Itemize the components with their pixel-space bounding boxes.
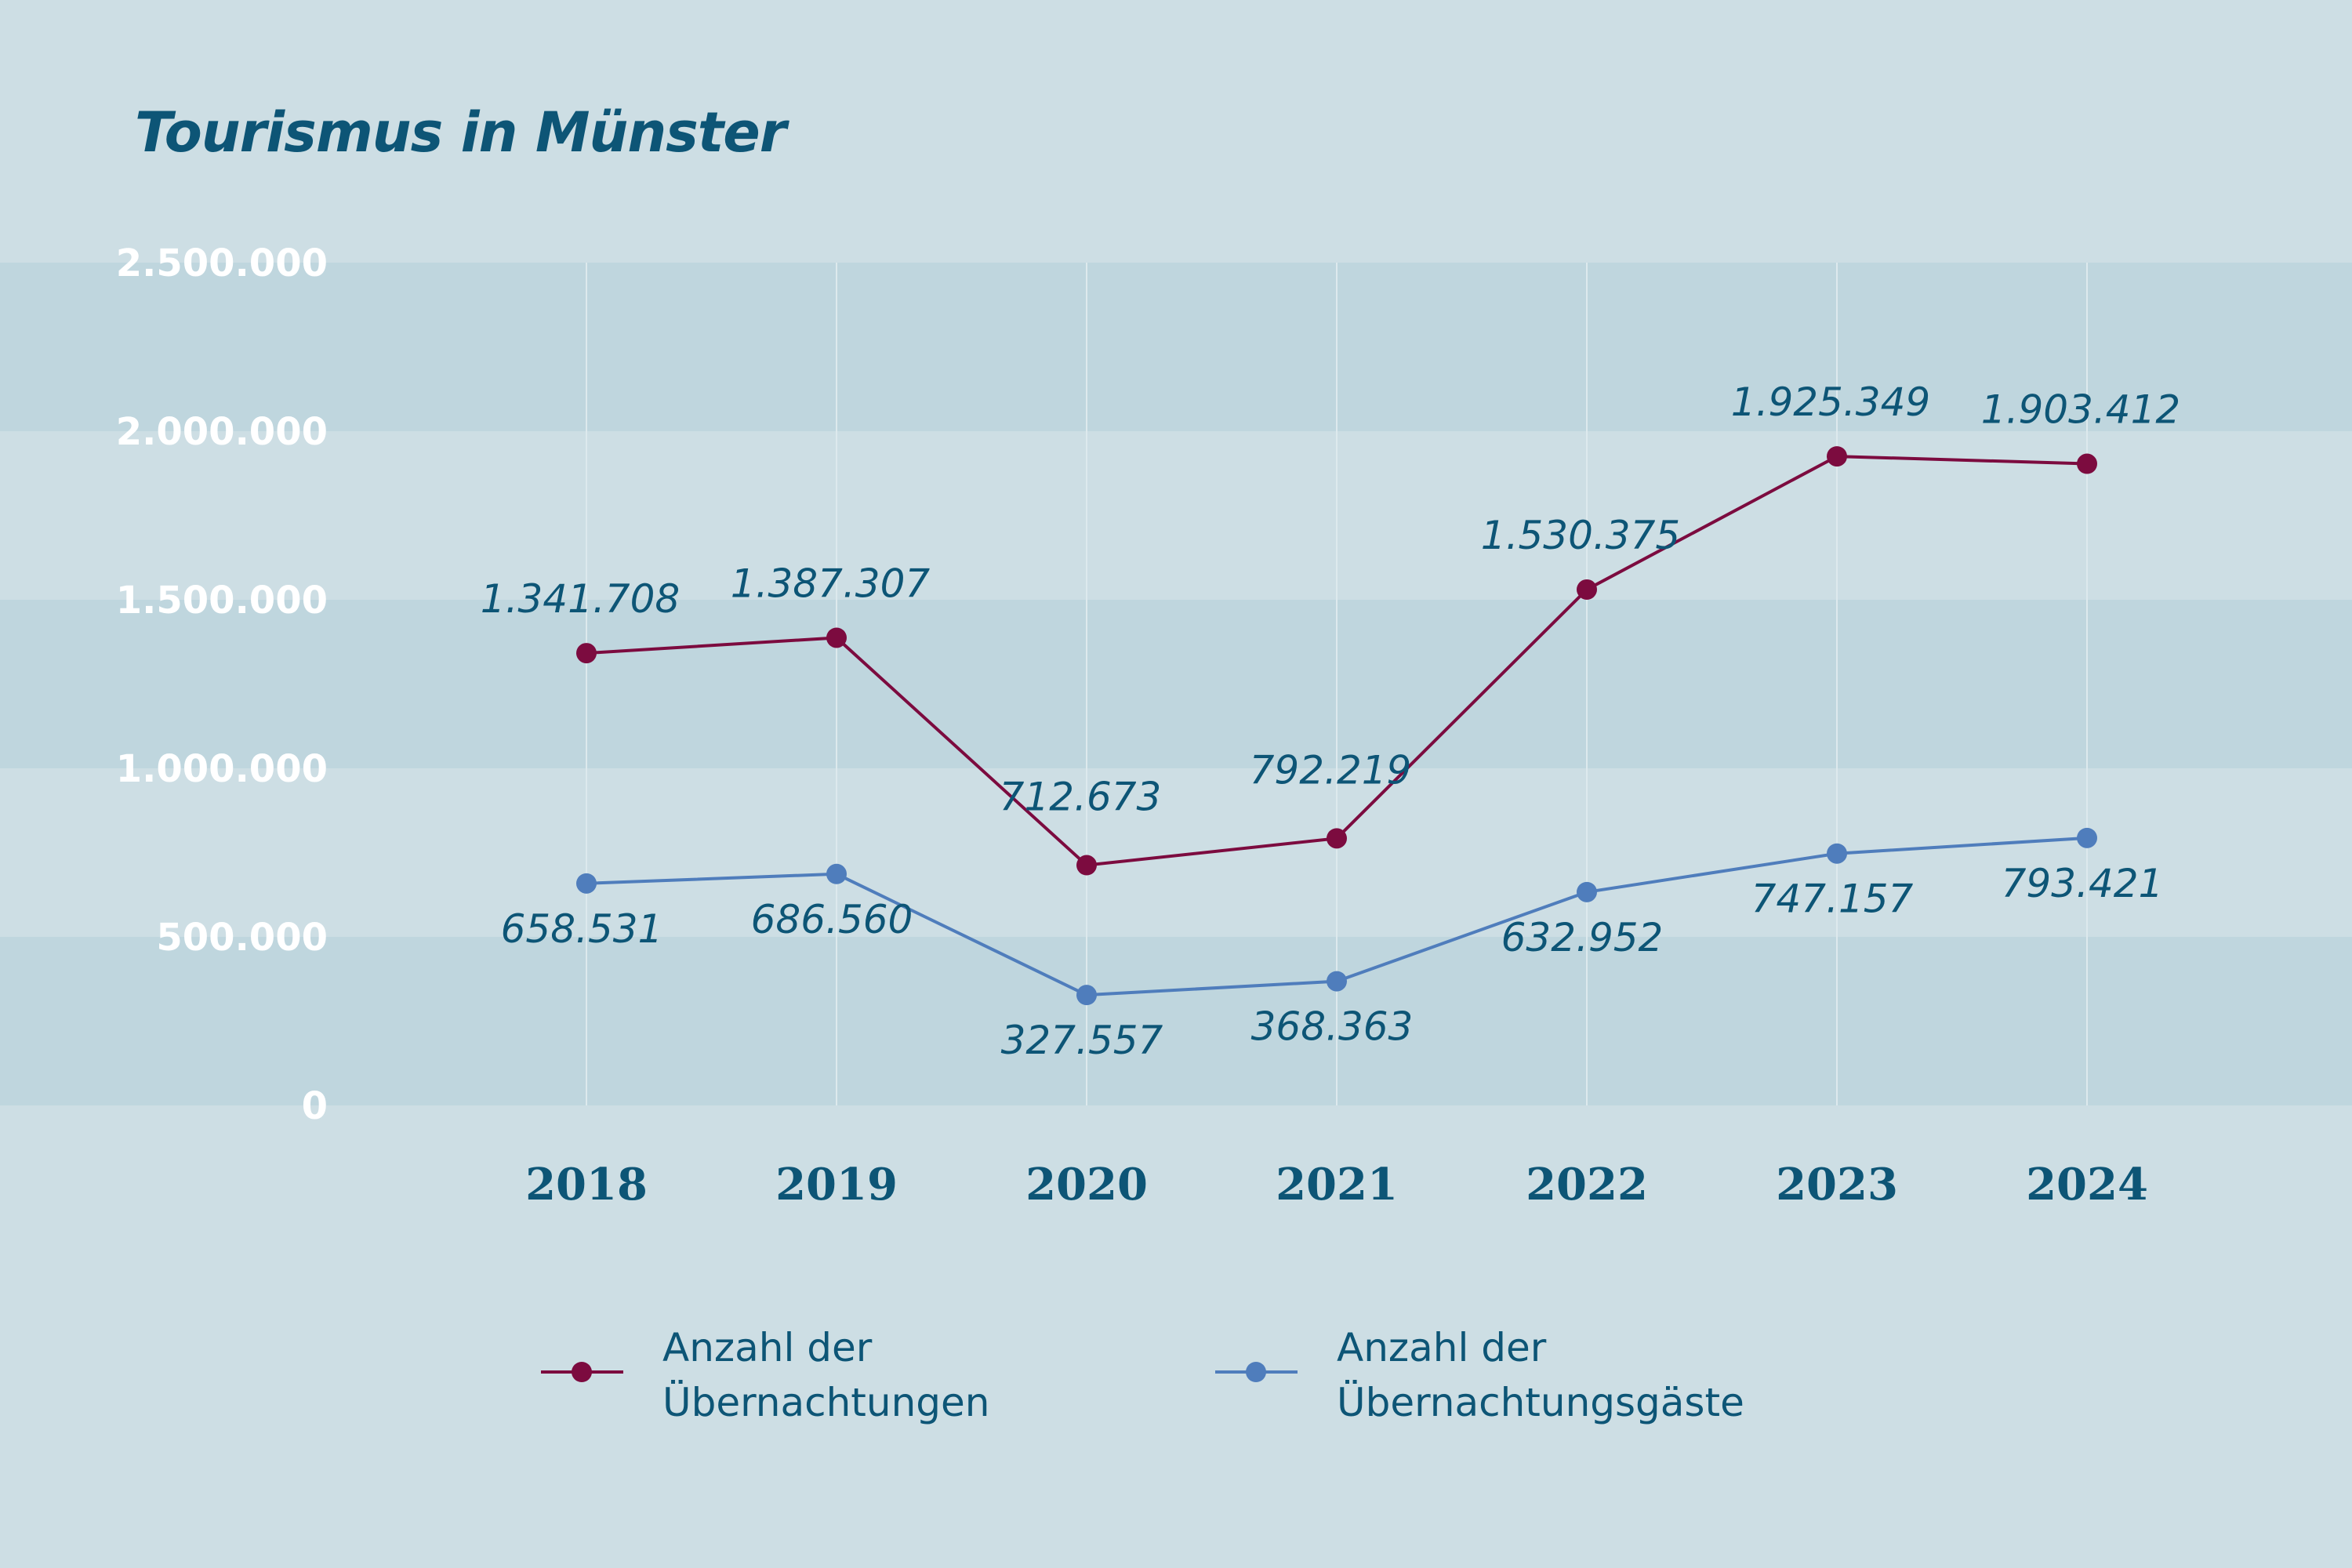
grid-band	[0, 937, 2352, 1105]
legend-swatch-point	[572, 1362, 592, 1382]
data-point	[1076, 985, 1097, 1006]
data-point	[1327, 971, 1347, 992]
x-tick-label: 2022	[1526, 1159, 1648, 1210]
y-tick-label: 1.000.000	[116, 747, 328, 791]
x-tick-label: 2019	[775, 1159, 898, 1210]
legend-label: Übernachtungsgäste	[1337, 1380, 1744, 1425]
data-point	[1827, 446, 1847, 467]
data-point	[576, 643, 597, 664]
data-point	[1577, 881, 1597, 902]
data-point	[2077, 453, 2097, 474]
legend-swatch-point	[1246, 1362, 1266, 1382]
data-label: 686.560	[751, 897, 913, 942]
y-tick-label: 500.000	[156, 916, 328, 960]
data-label: 747.157	[1751, 877, 1914, 922]
data-point	[826, 627, 847, 648]
data-label: 1.387.307	[731, 561, 931, 606]
grid-band	[0, 600, 2352, 768]
data-label: 793.421	[2002, 861, 2164, 906]
data-label: 1.925.349	[1731, 379, 1930, 425]
legend-label: Anzahl der	[1337, 1325, 1547, 1370]
data-point	[576, 873, 597, 894]
data-label: 368.363	[1251, 1004, 1414, 1050]
x-tick-label: 2023	[1776, 1159, 1898, 1210]
y-tick-label: 1.500.000	[116, 579, 328, 622]
data-label: 1.903.412	[1981, 387, 2180, 433]
data-point	[1827, 843, 1847, 864]
data-point	[1327, 828, 1347, 849]
data-label: 658.531	[501, 906, 663, 952]
data-label: 1.530.375	[1481, 513, 1680, 558]
x-tick-label: 2018	[525, 1159, 648, 1210]
legend-label: Anzahl der	[662, 1325, 873, 1370]
chart-title: Tourismus in Münster	[135, 100, 786, 165]
grid-band	[0, 263, 2352, 431]
y-tick-label: 0	[302, 1084, 328, 1128]
legend-label: Übernachtungen	[662, 1380, 989, 1425]
data-point	[2077, 827, 2097, 848]
x-tick-label: 2020	[1025, 1159, 1148, 1210]
data-label: 327.557	[1001, 1018, 1163, 1063]
y-tick-label: 2.000.000	[116, 410, 328, 454]
data-label: 1.341.708	[481, 576, 680, 622]
y-tick-label: 2.500.000	[116, 241, 328, 285]
data-point	[1076, 855, 1097, 876]
data-label: 632.952	[1501, 915, 1664, 960]
data-point	[1577, 579, 1597, 600]
data-label: 712.673	[1000, 775, 1162, 820]
data-point	[826, 863, 847, 884]
data-label: 792.219	[1250, 747, 1412, 793]
x-tick-label: 2021	[1276, 1159, 1398, 1210]
x-tick-label: 2024	[2026, 1159, 2148, 1210]
